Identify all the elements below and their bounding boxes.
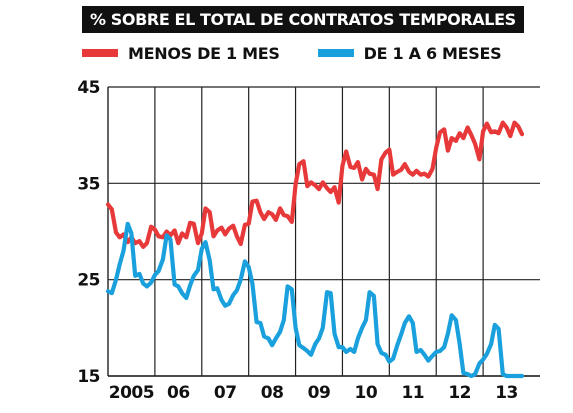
x-tick-label: 11 [401, 383, 424, 403]
y-tick-label: 35 [77, 174, 100, 194]
x-tick-label: 13 [495, 383, 518, 403]
x-tick-label: 10 [355, 383, 378, 403]
chart-legend: MENOS DE 1 MES DE 1 A 6 MESES [82, 40, 539, 66]
x-tick-label: 06 [167, 383, 190, 403]
x-tick-label: 09 [308, 383, 331, 403]
y-tick-label: 25 [77, 271, 100, 291]
legend-swatch-blue [317, 49, 354, 57]
x-tick-label: 07 [214, 383, 237, 403]
legend-item-de-1-a-6-meses: DE 1 A 6 MESES [317, 43, 502, 63]
legend-swatch-red [82, 49, 118, 57]
x-tick-label: 08 [261, 383, 284, 403]
legend-item-menos-de-1-mes: MENOS DE 1 MES [82, 44, 280, 63]
series-line-menos-de-1-mes [105, 120, 525, 249]
x-tick-label: 12 [448, 383, 471, 403]
series-line-de-1-a-6-meses [105, 221, 525, 379]
chart-title: % SOBRE EL TOTAL DE CONTRATOS TEMPORALES [90, 10, 516, 29]
chart-title-bar: % SOBRE EL TOTAL DE CONTRATOS TEMPORALES [82, 6, 524, 33]
legend-label: DE 1 A 6 MESES [363, 43, 502, 63]
legend-label: MENOS DE 1 MES [128, 43, 280, 63]
y-tick-label: 45 [77, 78, 100, 98]
x-tick-label: 2005 [109, 383, 154, 403]
y-tick-label: 15 [77, 367, 100, 387]
